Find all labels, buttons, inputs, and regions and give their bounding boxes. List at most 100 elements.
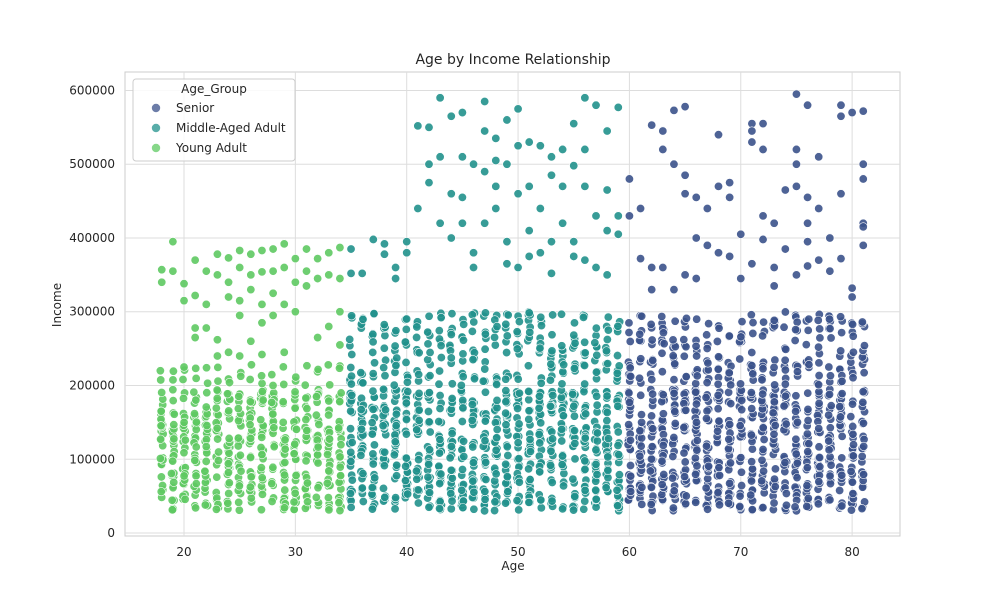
data-point-middle-aged-adult: [381, 355, 391, 365]
data-point-senior: [837, 453, 847, 463]
data-point-senior: [758, 444, 768, 454]
data-point-young-adult: [279, 503, 289, 513]
data-point-middle-aged-adult: [603, 452, 613, 462]
data-point-young-adult: [325, 434, 335, 444]
data-point-middle-aged-adult: [525, 447, 535, 457]
data-point-senior: [803, 237, 813, 247]
data-point-middle-aged-adult: [514, 505, 524, 515]
data-point-middle-aged-adult: [457, 192, 467, 202]
data-point-senior: [836, 111, 846, 121]
data-point-senior: [724, 498, 734, 508]
data-point-young-adult: [301, 393, 311, 403]
data-point-middle-aged-adult: [568, 474, 578, 484]
x-tick-label: 50: [510, 545, 525, 559]
data-point-middle-aged-adult: [469, 159, 479, 169]
data-point-senior: [835, 485, 845, 495]
data-point-middle-aged-adult: [436, 469, 446, 479]
data-point-young-adult: [301, 266, 311, 276]
data-point-senior: [814, 152, 824, 162]
data-point-young-adult: [313, 458, 323, 468]
data-point-young-adult: [200, 500, 210, 510]
data-point-senior: [679, 422, 689, 432]
data-point-senior: [679, 335, 689, 345]
data-point-senior: [702, 330, 712, 340]
data-point-senior: [747, 444, 757, 454]
data-point-senior: [825, 423, 835, 433]
data-point-senior: [691, 497, 701, 507]
data-point-young-adult: [245, 375, 255, 385]
data-point-middle-aged-adult: [403, 489, 413, 499]
data-point-middle-aged-adult: [414, 388, 424, 398]
data-point-middle-aged-adult: [447, 428, 457, 438]
data-point-middle-aged-adult: [358, 496, 368, 506]
data-point-middle-aged-adult: [514, 454, 524, 464]
data-point-middle-aged-adult: [368, 347, 378, 357]
data-point-middle-aged-adult: [602, 334, 612, 344]
data-point-middle-aged-adult: [458, 372, 468, 382]
data-point-senior: [635, 329, 645, 339]
data-point-middle-aged-adult: [347, 371, 357, 381]
data-point-middle-aged-adult: [413, 203, 423, 213]
data-point-young-adult: [234, 505, 244, 515]
data-point-middle-aged-adult: [580, 337, 590, 347]
data-point-middle-aged-adult: [446, 330, 456, 340]
data-point-senior: [780, 379, 790, 389]
data-point-senior: [625, 435, 635, 445]
data-point-middle-aged-adult: [458, 403, 468, 413]
data-point-senior: [692, 371, 702, 381]
data-point-senior: [701, 392, 711, 402]
data-point-senior: [836, 346, 846, 356]
data-point-senior: [725, 458, 735, 468]
data-point-senior: [714, 323, 724, 333]
data-point-young-adult: [290, 307, 300, 317]
data-point-middle-aged-adult: [368, 404, 378, 414]
data-point-young-adult: [290, 387, 300, 397]
data-point-middle-aged-adult: [346, 456, 356, 466]
data-point-senior: [825, 471, 835, 481]
data-point-middle-aged-adult: [558, 504, 568, 514]
data-point-young-adult: [279, 379, 289, 389]
data-point-middle-aged-adult: [523, 361, 533, 371]
data-point-senior: [781, 488, 791, 498]
data-point-middle-aged-adult: [490, 332, 500, 342]
data-point-senior: [647, 335, 657, 345]
data-point-young-adult: [324, 270, 334, 280]
data-point-middle-aged-adult: [434, 326, 444, 336]
data-point-young-adult: [201, 442, 211, 452]
data-point-middle-aged-adult: [401, 398, 411, 408]
data-point-senior: [791, 270, 801, 280]
data-point-middle-aged-adult: [358, 469, 368, 479]
data-point-middle-aged-adult: [569, 505, 579, 515]
data-point-senior: [736, 229, 746, 239]
data-point-senior: [701, 413, 711, 423]
data-point-senior: [736, 467, 746, 477]
data-point-senior: [859, 341, 869, 351]
y-tick-label: 200000: [69, 379, 115, 393]
data-point-middle-aged-adult: [467, 310, 477, 320]
data-point-middle-aged-adult: [535, 141, 545, 151]
data-point-senior: [692, 445, 702, 455]
data-point-young-adult: [245, 420, 255, 430]
data-point-senior: [836, 254, 846, 264]
data-point-young-adult: [234, 481, 244, 491]
data-point-senior: [646, 454, 656, 464]
data-point-young-adult: [280, 485, 290, 495]
data-point-middle-aged-adult: [559, 360, 569, 370]
legend-entry: Young Adult: [175, 141, 247, 155]
x-tick-label: 20: [176, 545, 191, 559]
data-point-middle-aged-adult: [456, 380, 466, 390]
data-point-middle-aged-adult: [468, 476, 478, 486]
data-point-senior: [657, 367, 667, 377]
data-point-senior: [735, 491, 745, 501]
data-point-young-adult: [190, 455, 200, 465]
data-point-senior: [647, 375, 657, 385]
data-point-young-adult: [311, 410, 321, 420]
data-point-middle-aged-adult: [546, 359, 556, 369]
data-point-middle-aged-adult: [536, 495, 546, 505]
data-point-senior: [825, 371, 835, 381]
data-point-senior: [691, 379, 701, 389]
data-point-senior: [680, 102, 690, 112]
data-point-middle-aged-adult: [580, 496, 590, 506]
data-point-senior: [736, 332, 746, 342]
